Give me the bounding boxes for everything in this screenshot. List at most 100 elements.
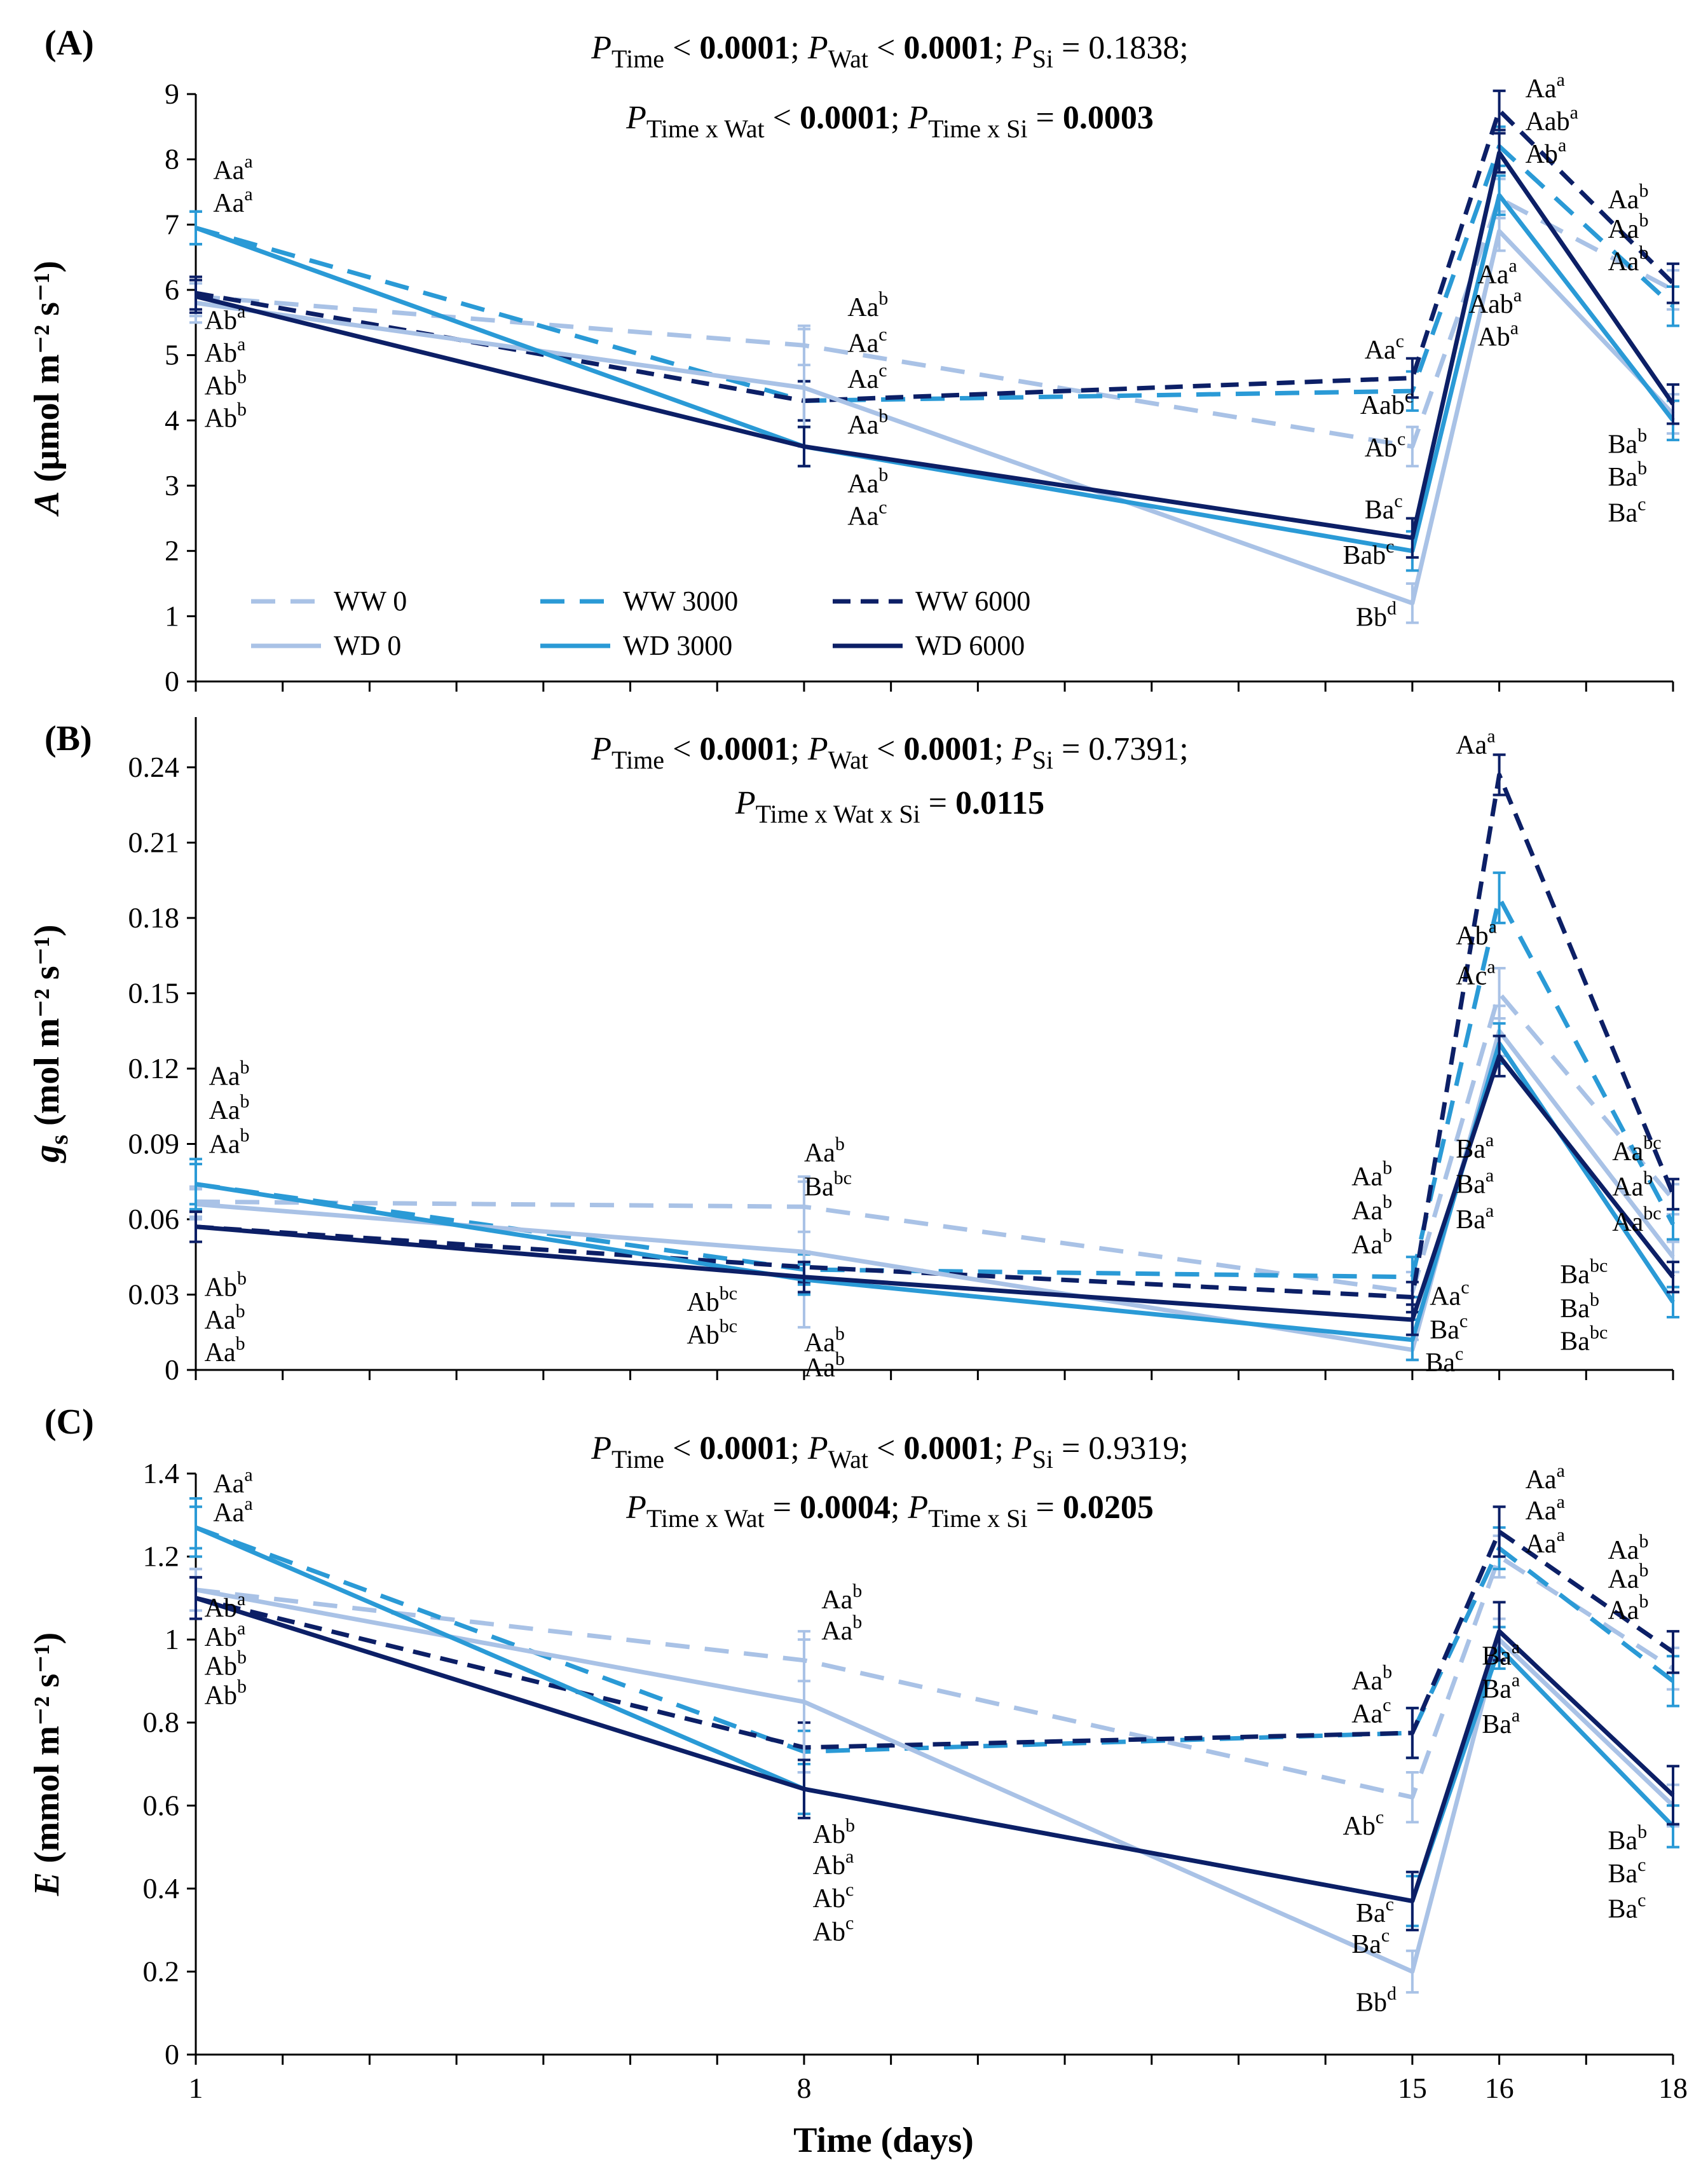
legend-label: WW 3000 xyxy=(623,585,738,617)
panel-3: (C) 0 0.2 0.4 0.6 0.8 1 1.2 1.4 E (mmol m⁻² s⁻¹) A… xyxy=(27,1402,1679,2070)
significance-letter: Abc xyxy=(1343,1807,1384,1841)
significance-letter: Abb xyxy=(205,399,247,434)
panel-label: (A) xyxy=(44,24,94,63)
series-line xyxy=(195,1525,1675,1903)
significance-letter: Abc xyxy=(813,1912,854,1947)
significance-letter: Bac xyxy=(1430,1311,1468,1345)
series-wd-0 xyxy=(189,210,1679,624)
series-wd-6000 xyxy=(189,1034,1679,1336)
y-tick-label: 1 xyxy=(165,599,179,632)
significance-letter: Aab xyxy=(804,1133,845,1168)
significance-letter: Aab xyxy=(205,1301,245,1335)
significance-letter: Aab xyxy=(1608,1560,1648,1594)
x-tick-labels: 1 8 15 16 18 xyxy=(189,2072,1688,2104)
series-wd-3000 xyxy=(189,174,1679,572)
series-wd-3000 xyxy=(189,1497,1679,1927)
significance-letter: Aabc xyxy=(1612,1132,1661,1167)
legend-label: WW 0 xyxy=(334,585,407,617)
y-axis-label: E (mmol m⁻² s⁻¹) xyxy=(27,1632,67,1897)
y-tick-label: 0 xyxy=(165,665,179,697)
significance-letter: Aab xyxy=(847,464,888,498)
y-tick-label: 6 xyxy=(165,273,179,306)
y-tick-label: 0.8 xyxy=(143,1706,180,1739)
significance-letter: Aab xyxy=(804,1348,845,1383)
x-tick-label: 1 xyxy=(189,2072,203,2104)
significance-letter: Abc xyxy=(813,1879,854,1913)
significance-letter: Aab xyxy=(205,1333,245,1367)
series-line xyxy=(195,150,1675,540)
y-tick-label: 3 xyxy=(165,469,179,502)
legend-item: WW 6000 xyxy=(833,585,1030,617)
significance-letter: Bbd xyxy=(1356,598,1397,633)
y-tick-label: 1.2 xyxy=(143,1540,180,1573)
y-tick-label: 0.06 xyxy=(128,1203,180,1235)
series-line xyxy=(195,1529,1674,1750)
significance-letter: Baa xyxy=(1482,1636,1520,1671)
series-wd-6000 xyxy=(189,132,1679,559)
y-tick-label: 0 xyxy=(165,1353,179,1386)
y-tick-label: 0.18 xyxy=(128,901,180,934)
significance-letter: Aba xyxy=(205,1618,246,1652)
y-tick-label: 0.4 xyxy=(143,1872,180,1905)
panel-label: (C) xyxy=(44,1402,94,1442)
significance-letter: Abb xyxy=(205,1676,247,1710)
y-tick-label: 4 xyxy=(165,404,179,436)
significance-letter: Aba xyxy=(813,1846,854,1880)
series-line xyxy=(195,229,1675,606)
significance-letter: Abb xyxy=(205,1647,247,1681)
significance-letter: Aab xyxy=(847,406,888,440)
significance-letter: Aaa xyxy=(1526,1491,1565,1526)
significance-letter: Aaba xyxy=(1469,285,1522,319)
significance-letter: Abbc xyxy=(687,1316,737,1350)
stats-line-1: PTime < 0.0001; PWat < 0.0001; PSi = 0.1… xyxy=(591,30,1188,73)
significance-letter: Abb xyxy=(813,1815,855,1849)
significance-letter: Aab xyxy=(1351,1158,1392,1192)
stats-line-1: PTime < 0.0001; PWat < 0.0001; PSi = 0.9… xyxy=(591,1430,1188,1474)
series-ww-3000 xyxy=(189,1505,1679,1774)
y-tick-label: 0.15 xyxy=(128,977,180,1009)
significance-letter: Bac xyxy=(1608,1854,1646,1889)
significance-letter: Abb xyxy=(205,366,247,400)
series-line xyxy=(195,772,1676,1299)
significance-letter: Bac xyxy=(1425,1343,1463,1378)
significance-letter: Aaa xyxy=(1456,725,1495,760)
series-line xyxy=(195,895,1676,1280)
series-line xyxy=(195,1596,1675,1903)
significance-letter: Aab xyxy=(209,1125,250,1159)
significance-letter: Aaa xyxy=(213,151,252,185)
significance-letter: Aaa xyxy=(1477,256,1517,290)
stats-line-2: PTime x Wat x Si = 0.0115 xyxy=(735,785,1044,828)
significance-letter: Aba xyxy=(205,1589,246,1623)
y-tick-label: 0.21 xyxy=(128,826,180,859)
significance-letter: Aab xyxy=(1608,242,1648,277)
significance-letter: Aab xyxy=(209,1091,250,1125)
legend-item: WW 3000 xyxy=(540,585,738,617)
significance-letter: Aac xyxy=(1351,1695,1391,1729)
significance-letter: Aaa xyxy=(213,184,252,218)
significance-letter: Aaa xyxy=(1526,1524,1565,1559)
panel-label: (B) xyxy=(44,719,92,758)
series-wd-6000 xyxy=(189,1576,1679,1932)
y-tick-label: 0.03 xyxy=(128,1278,180,1311)
y-tick-label: 9 xyxy=(165,78,179,110)
significance-letter: Aabc xyxy=(1612,1203,1661,1237)
y-tick-label: 1.4 xyxy=(143,1457,180,1489)
significance-letter: Bab xyxy=(1608,458,1647,492)
significance-letters: AaaAaaAbaAbaAbbAbbAabAabAbbAbaAbcAbcAabA… xyxy=(205,1460,1649,2018)
significance-letter: Aac xyxy=(847,497,887,531)
significance-letter: Aab xyxy=(1608,1591,1648,1625)
significance-letter: Abb xyxy=(205,1268,247,1302)
series-line xyxy=(195,1587,1675,1974)
legend: WW 0 WW 3000 WW 6000 WD 0 WD 3000 WD 6000 xyxy=(251,585,1030,661)
x-axis-label: Time (days) xyxy=(793,2121,974,2160)
significance-letter: Babc xyxy=(1560,1322,1608,1356)
significance-letter: Bac xyxy=(1351,1925,1390,1959)
significance-letter: Bbd xyxy=(1356,1983,1397,2017)
y-tick-label: 0.2 xyxy=(143,1955,180,1987)
significance-letter: Aac xyxy=(847,360,887,394)
significance-letter: Aab xyxy=(821,1580,862,1615)
panel-2: (B) 0 0.03 0.06 0.09 0.12 0.15 0.18 0.21 0.24 gs (… xyxy=(27,717,1679,1386)
legend-label: WD 0 xyxy=(334,630,401,661)
y-tick-label: 0.6 xyxy=(143,1789,180,1821)
